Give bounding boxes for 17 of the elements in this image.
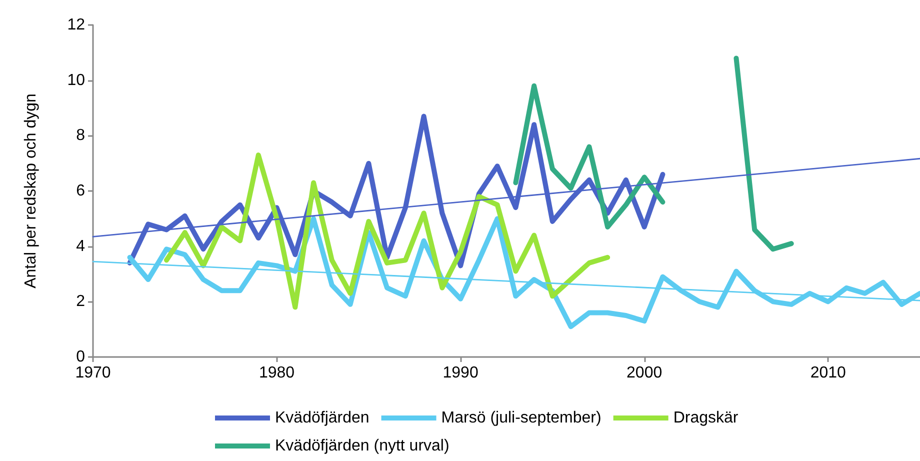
y-tick-label: 0 <box>76 348 86 366</box>
legend-label: Kvädöfjärden <box>275 410 370 426</box>
x-tick-label: 2010 <box>810 364 846 382</box>
y-tick-label: 8 <box>76 127 86 144</box>
y-tick-label: 4 <box>76 238 86 255</box>
legend-label: Kvädöfjärden (nytt urval) <box>275 438 450 454</box>
legend-label: Dragskär <box>673 410 739 426</box>
x-tick-label: 1990 <box>442 364 478 382</box>
y-tick-label: 6 <box>76 182 86 200</box>
y-tick-label: 10 <box>67 72 86 89</box>
y-tick-label: 12 <box>67 16 86 34</box>
x-tick-label: 2000 <box>626 364 662 382</box>
x-tick-label: 1980 <box>258 364 295 382</box>
y-axis-title: Antal per redskap och dygn <box>22 94 40 288</box>
y-tick-label: 2 <box>76 293 86 310</box>
legend-label: Marsö (juli-september) <box>441 410 602 426</box>
x-tick-label: 1970 <box>75 364 111 382</box>
